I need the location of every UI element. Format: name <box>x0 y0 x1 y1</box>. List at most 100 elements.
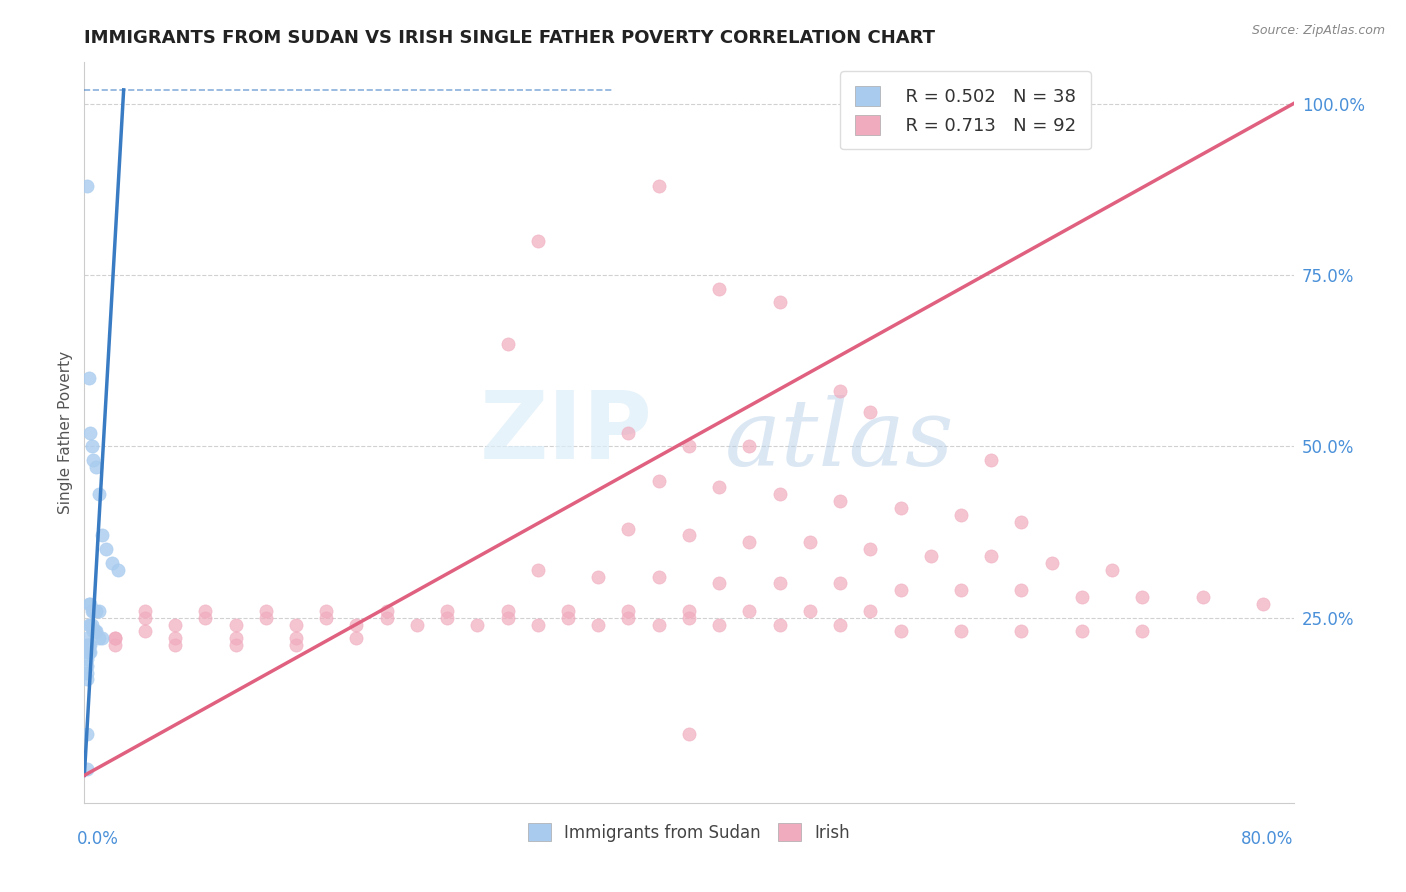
Point <box>80 604 103 618</box>
Point <box>406 617 429 632</box>
Point <box>285 617 308 632</box>
Point <box>648 617 671 632</box>
Point <box>769 617 792 632</box>
Point <box>678 528 700 542</box>
Point <box>91 528 114 542</box>
Point <box>678 727 700 741</box>
Point <box>1011 624 1033 639</box>
Point <box>225 638 247 652</box>
Point <box>84 624 107 639</box>
Point <box>254 604 277 618</box>
Point <box>527 234 550 248</box>
Point <box>76 673 98 687</box>
Point <box>77 617 100 632</box>
Point <box>617 611 640 625</box>
Point <box>194 611 217 625</box>
Point <box>980 453 1002 467</box>
Point <box>77 597 100 611</box>
Point <box>496 604 519 618</box>
Point <box>134 604 156 618</box>
Point <box>82 453 104 467</box>
Point <box>100 556 122 570</box>
Point <box>678 439 700 453</box>
Point <box>678 611 700 625</box>
Point <box>165 632 187 646</box>
Point <box>709 282 731 296</box>
Point <box>709 576 731 591</box>
Point <box>1071 624 1094 639</box>
Point <box>830 576 852 591</box>
Point <box>89 487 111 501</box>
Point <box>557 604 579 618</box>
Point <box>315 604 337 618</box>
Point <box>1130 624 1153 639</box>
Point <box>1192 590 1215 604</box>
Point <box>86 459 108 474</box>
Point <box>709 480 731 494</box>
Point <box>980 549 1002 563</box>
Point <box>738 604 761 618</box>
Point <box>76 645 98 659</box>
Point <box>375 611 398 625</box>
Point <box>738 439 761 453</box>
Point <box>950 624 973 639</box>
Point <box>769 295 792 310</box>
Point <box>648 474 671 488</box>
Point <box>830 384 852 399</box>
Text: 0.0%: 0.0% <box>77 830 118 848</box>
Point <box>496 336 519 351</box>
Text: IMMIGRANTS FROM SUDAN VS IRISH SINGLE FATHER POVERTY CORRELATION CHART: IMMIGRANTS FROM SUDAN VS IRISH SINGLE FA… <box>84 29 935 47</box>
Point <box>617 604 640 618</box>
Point <box>80 439 103 453</box>
Point <box>76 727 98 741</box>
Point <box>678 604 700 618</box>
Point <box>557 611 579 625</box>
Point <box>890 501 912 516</box>
Point <box>799 604 821 618</box>
Point <box>588 569 610 583</box>
Point <box>165 638 187 652</box>
Point <box>285 638 308 652</box>
Point <box>588 617 610 632</box>
Point <box>799 535 821 549</box>
Point <box>79 597 101 611</box>
Point <box>769 487 792 501</box>
Point <box>285 632 308 646</box>
Point <box>76 632 98 646</box>
Point <box>859 542 882 557</box>
Point <box>76 762 98 776</box>
Point <box>76 658 98 673</box>
Point <box>76 638 98 652</box>
Point <box>89 604 111 618</box>
Point <box>225 617 247 632</box>
Point <box>617 425 640 440</box>
Text: 80.0%: 80.0% <box>1241 830 1294 848</box>
Point <box>76 178 98 193</box>
Text: Source: ZipAtlas.com: Source: ZipAtlas.com <box>1251 24 1385 37</box>
Point <box>346 632 368 646</box>
Point <box>890 583 912 598</box>
Point <box>950 583 973 598</box>
Point <box>920 549 942 563</box>
Point <box>134 624 156 639</box>
Point <box>107 563 129 577</box>
Text: atlas: atlas <box>725 395 955 485</box>
Point <box>1130 590 1153 604</box>
Point <box>77 645 100 659</box>
Point <box>617 522 640 536</box>
Point <box>77 371 100 385</box>
Point <box>1040 556 1063 570</box>
Point <box>89 632 111 646</box>
Legend: Immigrants from Sudan, Irish: Immigrants from Sudan, Irish <box>519 814 859 850</box>
Point <box>346 617 368 632</box>
Point <box>830 494 852 508</box>
Point <box>134 611 156 625</box>
Point <box>527 563 550 577</box>
Point <box>1101 563 1123 577</box>
Point <box>79 617 101 632</box>
Point <box>104 632 127 646</box>
Point <box>165 617 187 632</box>
Point <box>80 617 103 632</box>
Point <box>950 508 973 522</box>
Point <box>76 652 98 666</box>
